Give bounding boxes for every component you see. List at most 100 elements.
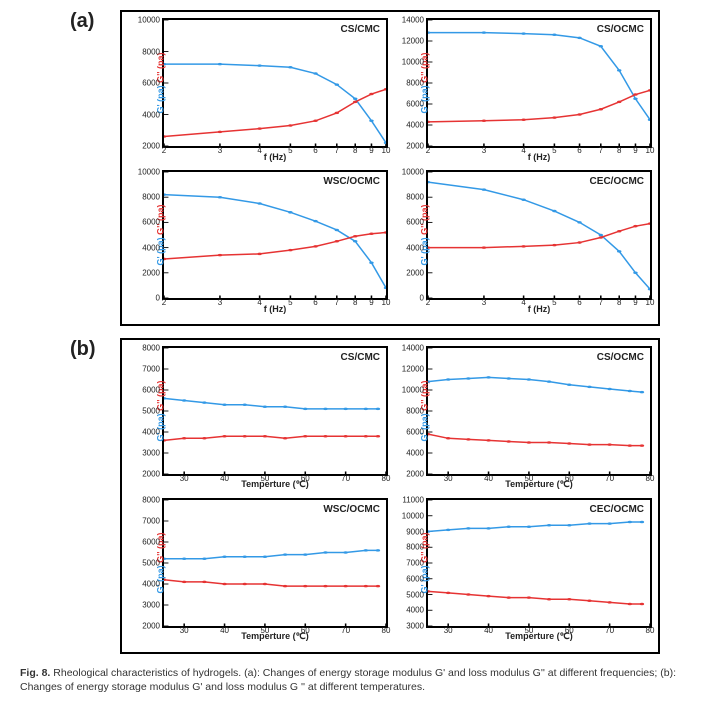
chart-box: G' (pa) G'' (pa)f (Hz)CS/CMC200040006000…	[162, 18, 388, 148]
y-tick: 4000	[142, 580, 160, 589]
chart-box: G' (pa) G'' (pa)Temperture (℃)CS/OCMC200…	[426, 346, 652, 476]
y-ticks: 200040006000800010000	[136, 20, 162, 146]
y-tick: 6000	[142, 79, 160, 88]
x-ticks: 2345678910	[164, 146, 386, 156]
x-tick: 2	[426, 298, 430, 307]
figure-caption: Fig. 8. Rheological characteristics of h…	[20, 666, 698, 694]
x-tick: 8	[617, 298, 621, 307]
x-tick: 8	[617, 146, 621, 155]
x-tick: 30	[444, 626, 453, 635]
x-tick: 10	[382, 298, 391, 307]
chart-cell: G' (pa) G'' (pa)f (Hz)WSC/OCMC0200040006…	[128, 170, 388, 318]
x-tick: 9	[369, 146, 373, 155]
chart-svg	[164, 172, 386, 298]
y-tick: 8000	[142, 193, 160, 202]
y-tick: 6000	[406, 218, 424, 227]
x-tick: 10	[646, 146, 655, 155]
y-tick: 5000	[406, 590, 424, 599]
series-gprime	[164, 398, 378, 409]
x-tick: 5	[552, 146, 556, 155]
y-tick: 7000	[142, 517, 160, 526]
y-tick: 14000	[402, 344, 424, 353]
x-tick: 3	[218, 298, 222, 307]
y-tick: 0	[156, 294, 160, 303]
series-gpp	[164, 232, 386, 258]
x-tick: 9	[633, 146, 637, 155]
y-ticks: 2000400060008000100001200014000	[400, 20, 426, 146]
x-ticks: 2345678910	[164, 298, 386, 308]
y-tick: 8000	[406, 79, 424, 88]
y-tick: 10000	[402, 511, 424, 520]
y-tick: 2000	[406, 268, 424, 277]
panel-b-wrap: (b) G' (pa) G'' (pa)Temperture (℃)CS/CMC…	[20, 338, 698, 654]
x-tick: 40	[484, 626, 493, 635]
chart-cell: G' (pa) G'' (pa)f (Hz)CS/CMC200040006000…	[128, 18, 388, 166]
y-ticks: 30004000500060007000800090001000011000	[400, 500, 426, 626]
x-tick: 70	[605, 474, 614, 483]
x-tick: 9	[633, 298, 637, 307]
chart-svg	[428, 20, 650, 146]
y-tick: 4000	[142, 110, 160, 119]
panel-a-label: (a)	[70, 10, 94, 33]
chart-svg	[164, 500, 386, 626]
x-tick: 50	[260, 626, 269, 635]
y-tick: 5000	[142, 559, 160, 568]
x-tick: 50	[524, 626, 533, 635]
x-ticks: 304050607080	[428, 626, 650, 636]
chart-svg	[164, 348, 386, 474]
y-tick: 8000	[406, 407, 424, 416]
chart-svg	[428, 348, 650, 474]
x-tick: 7	[335, 298, 339, 307]
y-tick: 2000	[142, 268, 160, 277]
x-tick: 60	[301, 626, 310, 635]
y-tick: 0	[420, 294, 424, 303]
chart-box: G' (pa) G'' (pa)Temperture (℃)WSC/OCMC20…	[162, 498, 388, 628]
y-tick: 4000	[406, 121, 424, 130]
y-tick: 5000	[142, 407, 160, 416]
x-tick: 30	[444, 474, 453, 483]
x-tick: 6	[577, 146, 581, 155]
x-tick: 6	[313, 298, 317, 307]
x-tick: 4	[521, 298, 525, 307]
x-tick: 2	[426, 146, 430, 155]
y-tick: 10000	[138, 16, 160, 25]
x-tick: 4	[257, 298, 261, 307]
series-gprime	[428, 33, 650, 120]
y-ticks: 2000300040005000600070008000	[136, 500, 162, 626]
y-tick: 10000	[402, 168, 424, 177]
x-tick: 40	[484, 474, 493, 483]
y-tick: 7000	[142, 365, 160, 374]
panel-a-box: G' (pa) G'' (pa)f (Hz)CS/CMC200040006000…	[120, 10, 660, 326]
y-ticks: 0200040006000800010000	[136, 172, 162, 298]
chart-box: G' (pa) G'' (pa)f (Hz)CS/OCMC20004000600…	[426, 18, 652, 148]
y-tick: 8000	[142, 344, 160, 353]
x-tick: 10	[646, 298, 655, 307]
x-tick: 5	[288, 298, 292, 307]
y-tick: 6000	[406, 574, 424, 583]
panel-a-wrap: (a) G' (pa) G'' (pa)f (Hz)CS/CMC20004000…	[20, 10, 698, 326]
chart-svg	[428, 172, 650, 298]
y-tick: 3000	[406, 622, 424, 631]
series-gpp	[428, 224, 650, 248]
x-tick: 40	[220, 626, 229, 635]
chart-cell: G' (pa) G'' (pa)Temperture (℃)CS/CMC2000…	[128, 346, 388, 494]
chart-cell: G' (pa) G'' (pa)f (Hz)CS/OCMC20004000600…	[392, 18, 652, 166]
x-tick: 30	[180, 626, 189, 635]
y-ticks: 2000300040005000600070008000	[136, 348, 162, 474]
x-tick: 70	[341, 626, 350, 635]
chart-svg	[428, 500, 650, 626]
x-tick: 9	[369, 298, 373, 307]
y-tick: 10000	[402, 58, 424, 67]
x-tick: 80	[646, 474, 655, 483]
x-tick: 4	[257, 146, 261, 155]
x-tick: 3	[482, 146, 486, 155]
y-tick: 10000	[402, 386, 424, 395]
caption-fig-tag: Fig. 8.	[20, 667, 50, 679]
y-tick: 4000	[142, 428, 160, 437]
y-tick: 3000	[142, 449, 160, 458]
chart-box: G' (pa) G'' (pa)f (Hz)CEC/OCMC0200040006…	[426, 170, 652, 300]
y-tick: 6000	[142, 386, 160, 395]
series-gprime	[164, 195, 386, 288]
y-ticks: 2000400060008000100001200014000	[400, 348, 426, 474]
x-tick: 4	[521, 146, 525, 155]
